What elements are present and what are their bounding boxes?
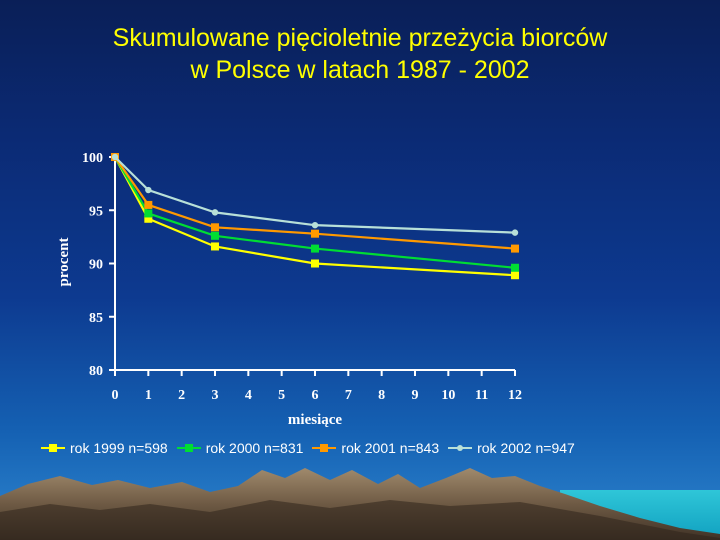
x-tick-label: 8 (378, 388, 385, 403)
chart-series-layer (111, 153, 519, 280)
x-axis-label: miesiące (288, 412, 342, 428)
x-tick-label: 10 (441, 388, 455, 403)
legend-label: rok 2000 n=831 (205, 440, 304, 456)
data-point (211, 242, 219, 251)
x-tick-label: 6 (312, 388, 319, 403)
x-tick-label: 0 (112, 388, 119, 403)
legend-item: rok 1999 n=598 (40, 440, 168, 456)
x-tick-label: 3 (212, 388, 219, 403)
x-tick-label: 9 (412, 388, 419, 403)
data-point (511, 263, 519, 272)
y-tick-label: 100 (82, 151, 103, 166)
data-point (144, 209, 153, 218)
data-point (211, 209, 219, 216)
legend-label: rok 2002 n=947 (477, 440, 575, 456)
data-point (211, 223, 219, 232)
chart-legend: rok 1999 n=598 rok 2000 n=831 rok 2001 n=8… (40, 438, 583, 458)
legend-label: rok 1999 n=598 (70, 440, 168, 456)
legend-label: rok 2001 n=843 (341, 440, 440, 456)
data-point (511, 271, 519, 280)
data-point (311, 229, 319, 238)
legend-swatch (176, 444, 201, 452)
series-1 (111, 153, 519, 280)
data-point (211, 231, 219, 240)
y-tick-label: 85 (89, 311, 103, 326)
legend-swatch (41, 444, 65, 452)
mountain-shadow (0, 500, 720, 540)
slide-title: Skumulowane pięcioletnie przeżycia biorc… (0, 22, 720, 86)
data-point (311, 244, 319, 253)
x-tick-label: 11 (475, 388, 488, 403)
x-tick-label: 12 (508, 388, 522, 403)
x-tick-label: 5 (278, 388, 285, 403)
data-point (311, 221, 319, 229)
data-point (145, 186, 152, 194)
x-tick-label: 2 (178, 388, 185, 403)
series-3 (111, 153, 519, 253)
y-tick-label: 95 (89, 204, 103, 219)
x-tick-label: 1 (145, 388, 152, 403)
y-tick-label: 80 (89, 364, 103, 379)
data-point (144, 214, 153, 223)
series-line (114, 156, 516, 277)
x-tick-label: 7 (345, 388, 352, 403)
x-tick-label: 4 (245, 388, 252, 403)
legend-swatch (448, 445, 473, 451)
legend-swatch (312, 444, 337, 452)
slide-title-line-1: Skumulowane pięcioletnie przeżycia biorc… (112, 24, 608, 52)
data-point (311, 259, 319, 268)
legend-item: rok 2001 n=843 (311, 440, 439, 456)
y-axis-label: procent (56, 238, 72, 287)
data-point (111, 153, 119, 161)
slide-title-line-2: w Polsce w latach 1987 - 2002 (190, 56, 530, 84)
data-point (511, 229, 519, 236)
series-4 (111, 153, 519, 236)
y-tick-label: 90 (89, 258, 103, 273)
data-point (144, 200, 153, 209)
legend-item: rok 2000 n=831 (176, 440, 304, 456)
data-point (511, 244, 519, 253)
legend-item: rok 2002 n=947 (447, 440, 575, 456)
